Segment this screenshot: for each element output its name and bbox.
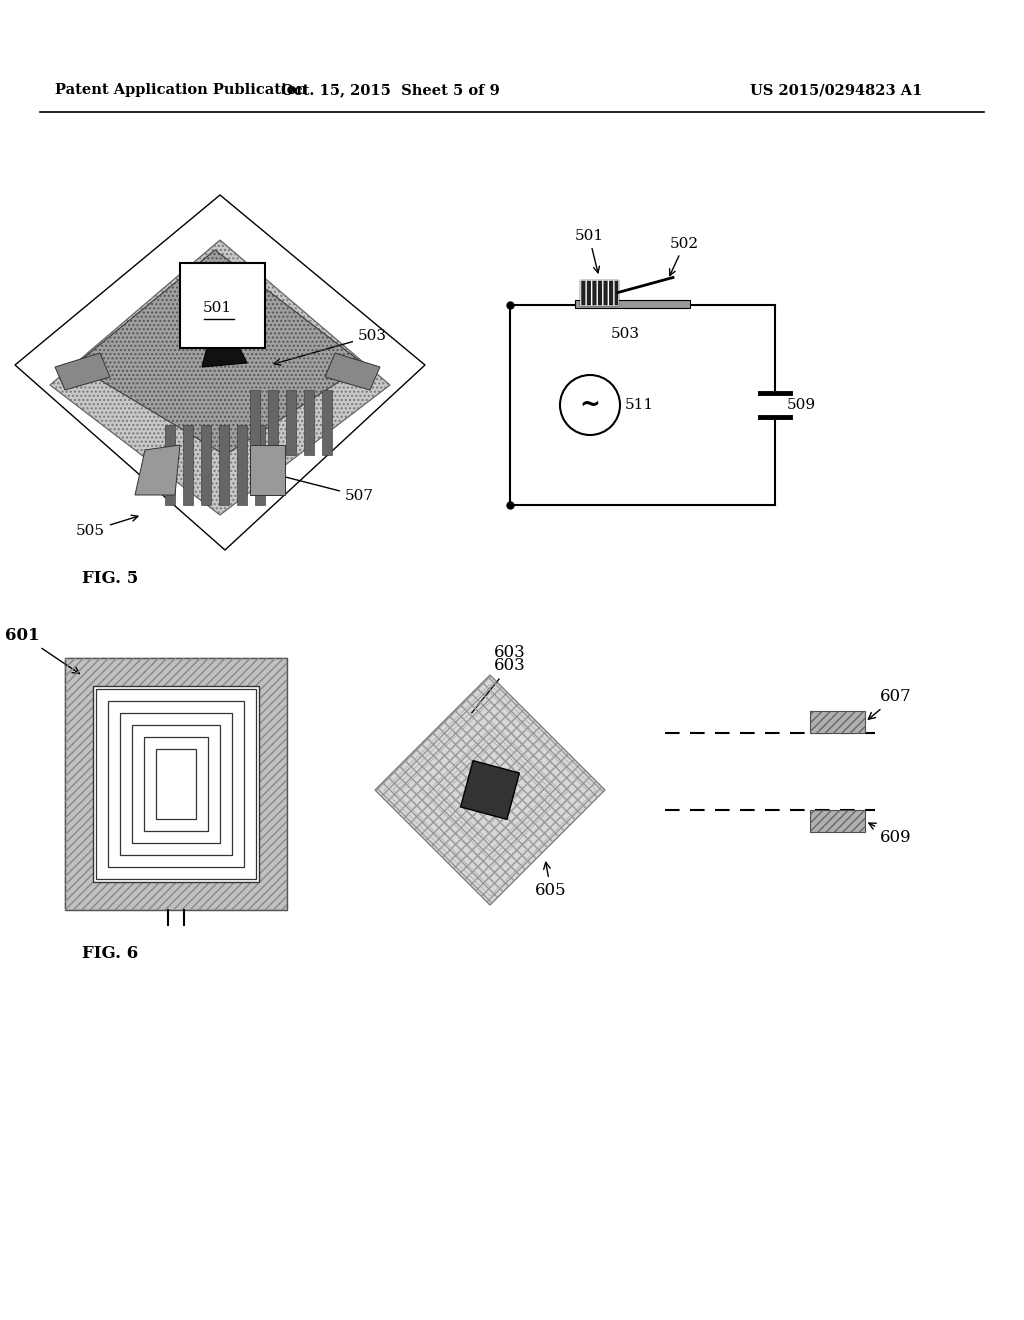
Bar	[580, 280, 618, 305]
Bar	[219, 425, 229, 506]
Bar	[810, 810, 865, 832]
Text: 609: 609	[868, 824, 911, 846]
Bar	[461, 760, 519, 820]
Polygon shape	[75, 249, 365, 455]
Text: 503: 503	[274, 329, 387, 366]
Text: 511: 511	[625, 399, 654, 412]
Bar	[65, 657, 287, 909]
Circle shape	[560, 375, 620, 436]
Text: 501: 501	[574, 228, 603, 273]
Text: 505: 505	[76, 515, 138, 539]
Bar	[322, 389, 332, 455]
Polygon shape	[55, 352, 110, 389]
Text: FIG. 6: FIG. 6	[82, 945, 138, 962]
Polygon shape	[250, 445, 285, 495]
Text: 502: 502	[670, 236, 699, 276]
Polygon shape	[202, 343, 247, 367]
Polygon shape	[135, 445, 180, 495]
Text: 501: 501	[203, 301, 231, 315]
Bar	[96, 689, 256, 879]
Bar	[255, 425, 265, 506]
Bar	[286, 389, 296, 455]
Bar	[304, 389, 314, 455]
Bar	[120, 713, 232, 855]
Bar	[810, 810, 865, 832]
Bar	[93, 686, 259, 882]
Polygon shape	[325, 352, 380, 389]
Bar	[201, 425, 211, 506]
Text: ~: ~	[580, 393, 600, 417]
Text: Patent Application Publication: Patent Application Publication	[55, 83, 307, 96]
Bar	[268, 389, 278, 455]
Bar	[144, 737, 208, 832]
Text: 603: 603	[472, 657, 526, 713]
Text: 607: 607	[868, 688, 911, 719]
Text: 601: 601	[5, 627, 80, 673]
Text: 503: 503	[610, 327, 640, 341]
Bar	[810, 711, 865, 733]
Bar	[108, 701, 244, 867]
Bar	[575, 300, 690, 308]
Polygon shape	[375, 675, 605, 906]
Bar	[156, 748, 196, 818]
Bar	[132, 725, 220, 843]
Bar	[250, 389, 260, 455]
Text: 509: 509	[787, 399, 816, 412]
Bar	[810, 711, 865, 733]
Text: 605: 605	[535, 862, 566, 899]
Text: US 2015/0294823 A1: US 2015/0294823 A1	[750, 83, 923, 96]
Bar	[165, 425, 175, 506]
Bar	[580, 280, 618, 305]
Bar	[179, 263, 264, 347]
Bar	[237, 425, 247, 506]
Text: 507: 507	[262, 470, 374, 503]
Text: Oct. 15, 2015  Sheet 5 of 9: Oct. 15, 2015 Sheet 5 of 9	[281, 83, 500, 96]
Text: 603: 603	[495, 644, 526, 661]
Bar	[65, 657, 287, 909]
Bar	[183, 425, 193, 506]
Polygon shape	[50, 240, 390, 515]
Text: FIG. 5: FIG. 5	[82, 570, 138, 587]
